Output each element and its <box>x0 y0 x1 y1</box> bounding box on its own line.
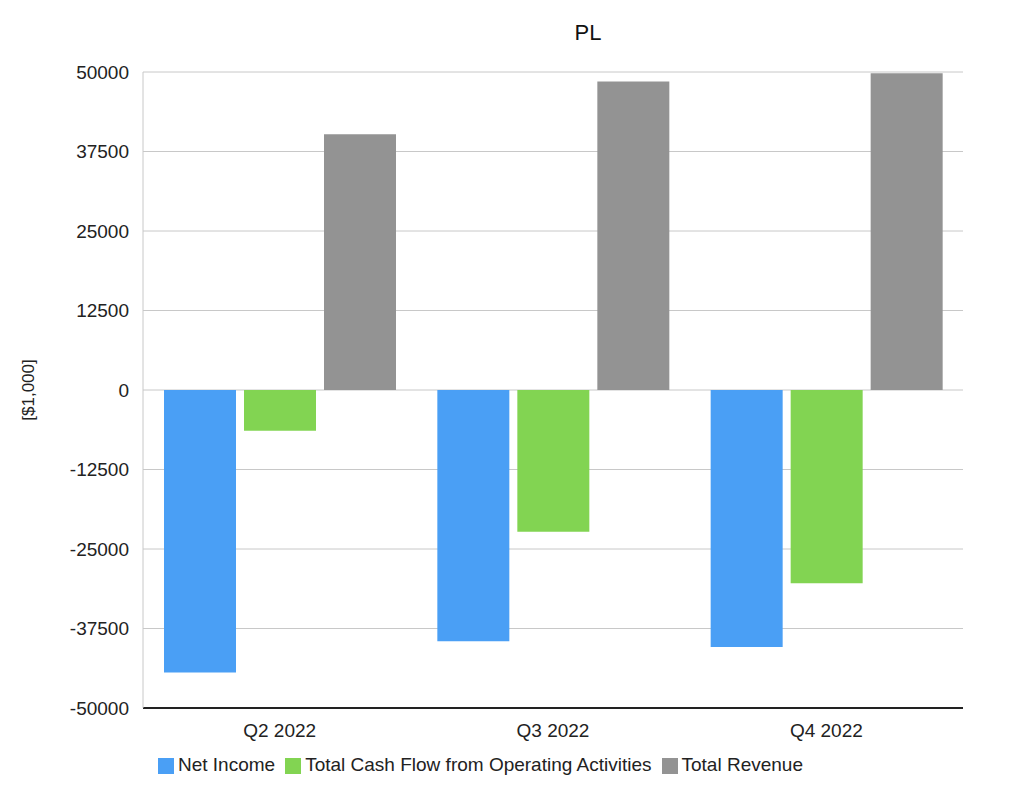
html-text:Net Income: Net Income <box>178 754 276 775</box>
svg-text:-37500: -37500 <box>70 618 129 639</box>
html-text:Total Cash Flow from Operating: Total Cash Flow from Operating Activitie… <box>305 754 652 775</box>
svg-text:25000: 25000 <box>76 221 129 242</box>
svg-text:Q3 2022: Q3 2022 <box>517 720 590 741</box>
svg-text:Q2 2022: Q2 2022 <box>243 720 316 741</box>
svg-text:-25000: -25000 <box>70 539 129 560</box>
svg-text:12500: 12500 <box>76 300 129 321</box>
svg-text:Q4 2022: Q4 2022 <box>790 720 863 741</box>
svg-text:50000: 50000 <box>76 62 129 83</box>
html-text:Total Revenue: Total Revenue <box>681 754 803 775</box>
svg-text:-12500: -12500 <box>70 459 129 480</box>
svg-text:-50000: -50000 <box>70 698 129 719</box>
svg-text:[$1,000]: [$1,000] <box>19 359 38 420</box>
html-text:PL: PL <box>574 20 602 45</box>
svg-text:0: 0 <box>118 380 129 401</box>
svg-text:37500: 37500 <box>76 141 129 162</box>
